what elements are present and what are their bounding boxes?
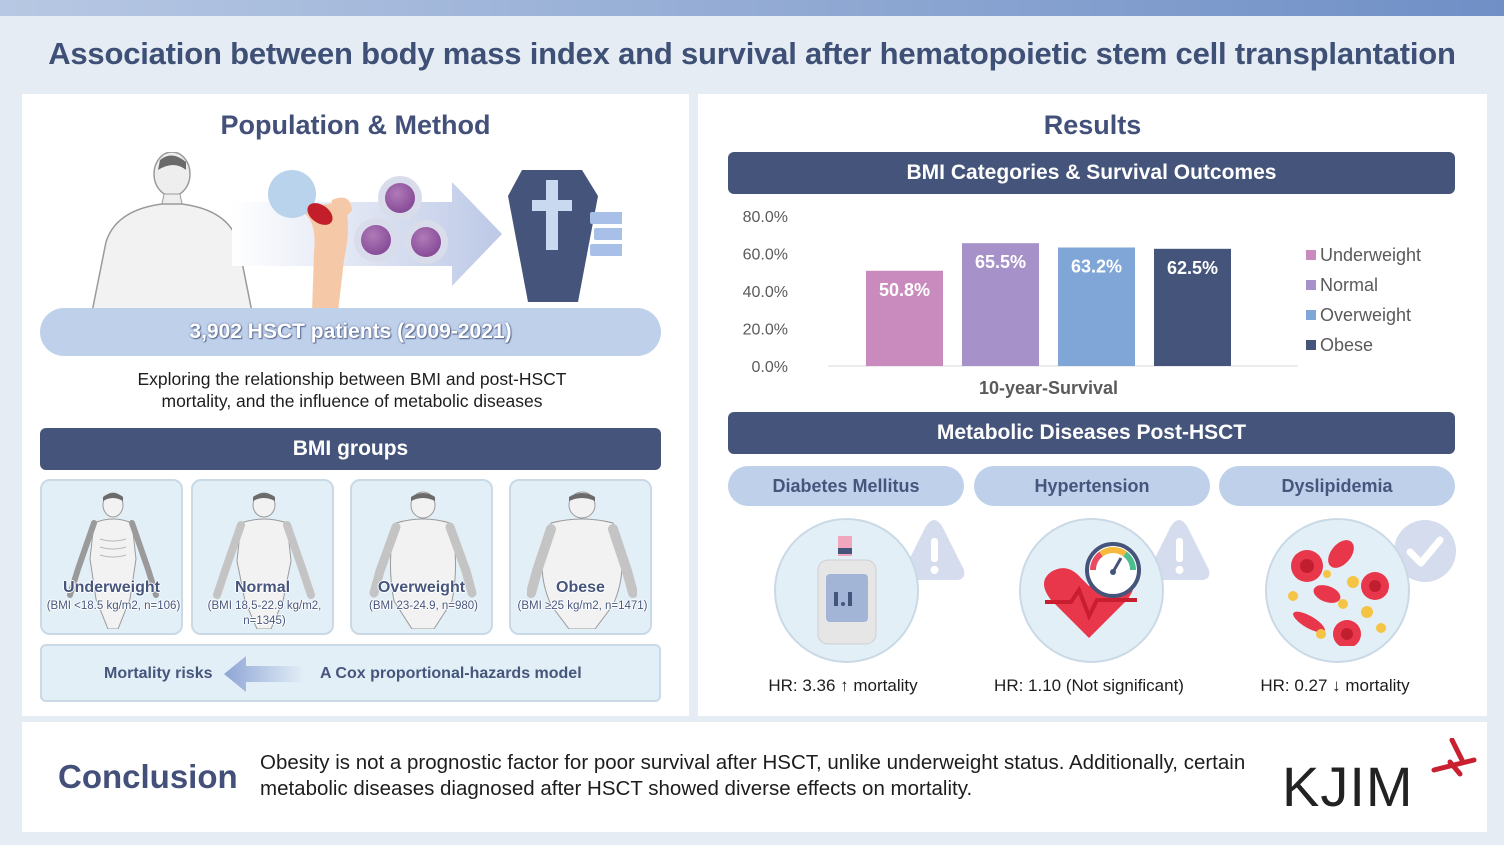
group-name: Overweight — [377, 579, 466, 596]
stem-cells-icon — [354, 176, 448, 264]
method-box: Mortality risks A Cox proportional-hazar… — [40, 644, 661, 702]
mortality-risks-label: Mortality risks — [104, 665, 213, 682]
dyslipidemia-hr: HR: 0.27 ↓ mortality — [1260, 676, 1410, 695]
y-tick-label: 40.0% — [743, 284, 788, 301]
survival-bar-chart: 0.0% 20.0% 40.0% 60.0% 80.0% 50.8% 65.5% 63.2% 6… — [743, 209, 1298, 398]
group-name: Underweight — [63, 579, 160, 596]
legend-item: Overweight — [1306, 300, 1421, 330]
hypertension-hr: HR: 1.10 (Not significant) — [994, 676, 1184, 695]
y-tick-label: 60.0% — [743, 247, 788, 264]
legend-swatch — [1306, 340, 1316, 350]
diabetes-hr: HR: 3.36 ↑ mortality — [768, 676, 918, 695]
y-tick-label: 0.0% — [752, 359, 788, 376]
page-title: Association between body mass index and … — [48, 36, 1456, 71]
metabolic-diseases-bar: Metabolic Diseases Post-HSCT — [728, 412, 1455, 454]
results-panel: Results BMI Categories & Survival Outcom… — [698, 94, 1487, 716]
kjim-logo-mark-icon — [1431, 738, 1477, 777]
group-name: Obese — [556, 579, 605, 596]
glucose-meter-icon — [817, 536, 877, 645]
legend-swatch — [1306, 280, 1316, 290]
femur-bone-icon — [268, 170, 352, 312]
coffin-icon — [508, 170, 622, 302]
chart-title-bar: BMI Categories & Survival Outcomes — [728, 152, 1455, 194]
group-description: (BMI <18.5 kg/m2, n=106) — [46, 600, 181, 612]
cox-model-label: A Cox proportional-hazards model — [320, 665, 582, 682]
legend-label: Normal — [1320, 274, 1379, 295]
bmi-card-normal: Normal (BMI 18.5-22.9 kg/m2, n=1345) — [191, 479, 334, 635]
disease-pill-dyslipidemia: Dyslipidemia — [1219, 466, 1455, 506]
blood-cells-icon — [1288, 540, 1389, 646]
kjim-logo-text: KJIM — [1282, 755, 1414, 818]
legend-swatch — [1306, 250, 1316, 260]
conclusion-panel: Conclusion Obesity is not a prognostic f… — [22, 722, 1487, 832]
legend-item: Normal — [1306, 270, 1421, 300]
group-name: Normal — [234, 579, 291, 596]
check-icon — [1394, 520, 1456, 582]
bmi-card-overweight: Overweight (BMI 23-24.9, n=980) — [350, 479, 493, 635]
legend-item: Underweight — [1306, 240, 1421, 270]
bmi-card-underweight: Underweight (BMI <18.5 kg/m2, n=106) — [40, 479, 183, 635]
left-arrow-icon — [224, 656, 304, 692]
bar-normal — [962, 243, 1039, 366]
chart-legend: Underweight Normal Overweight Obese — [1306, 240, 1421, 360]
heart-gauge-icon — [1044, 542, 1141, 638]
data-label: 50.8% — [879, 280, 930, 300]
dyslipidemia-circle — [1265, 518, 1410, 663]
study-description: Exploring the relationship between BMI a… — [137, 369, 567, 411]
diabetes-circle — [774, 518, 919, 663]
obese-body-icon — [527, 491, 637, 629]
legend-swatch — [1306, 310, 1316, 320]
conclusion-text: Obesity is not a prognostic factor for p… — [260, 751, 1246, 800]
patient-figure-icon — [91, 152, 253, 312]
legend-item: Obese — [1306, 330, 1421, 360]
legend-label: Overweight — [1320, 304, 1412, 325]
normal-body-icon — [213, 492, 315, 629]
bar-obese — [1154, 248, 1231, 366]
population-method-panel: Population & Method — [22, 94, 689, 716]
group-description: (BMI 18.5-22.9 kg/m2, n=1345) — [207, 600, 322, 627]
data-label: 62.5% — [1167, 258, 1218, 278]
legend-label: Underweight — [1320, 244, 1422, 265]
x-category-label: 10-year-Survival — [979, 378, 1118, 398]
patients-count-pill: 3,902 HSCT patients (2009-2021) — [40, 308, 661, 356]
population-method-heading: Population & Method — [220, 110, 491, 140]
y-tick-label: 20.0% — [743, 322, 788, 339]
hsct-illustration — [91, 152, 622, 312]
legend-label: Obese — [1320, 334, 1374, 355]
bmi-card-obese: Obese (BMI ≥25 kg/m2, n=1471) — [509, 479, 652, 635]
results-heading: Results — [1043, 110, 1142, 140]
underweight-body-icon — [67, 492, 159, 629]
disease-pill-hypertension: Hypertension — [974, 466, 1210, 506]
conclusion-heading: Conclusion — [58, 758, 238, 795]
hypertension-circle — [1019, 518, 1164, 663]
data-label: 63.2% — [1071, 257, 1122, 277]
bar-underweight — [866, 270, 943, 366]
data-label: 65.5% — [975, 252, 1026, 272]
bar-overweight — [1058, 247, 1135, 366]
y-tick-label: 80.0% — [743, 209, 788, 226]
disease-pill-diabetes: Diabetes Mellitus — [728, 466, 964, 506]
overweight-body-icon — [369, 491, 477, 629]
group-description: (BMI 23-24.9, n=980) — [369, 600, 478, 612]
top-accent-bar — [0, 0, 1504, 16]
warning-icon — [1148, 520, 1210, 580]
bmi-groups-header: BMI groups — [40, 428, 661, 470]
group-description: (BMI ≥25 kg/m2, n=1471) — [517, 600, 648, 612]
warning-icon — [903, 520, 965, 580]
